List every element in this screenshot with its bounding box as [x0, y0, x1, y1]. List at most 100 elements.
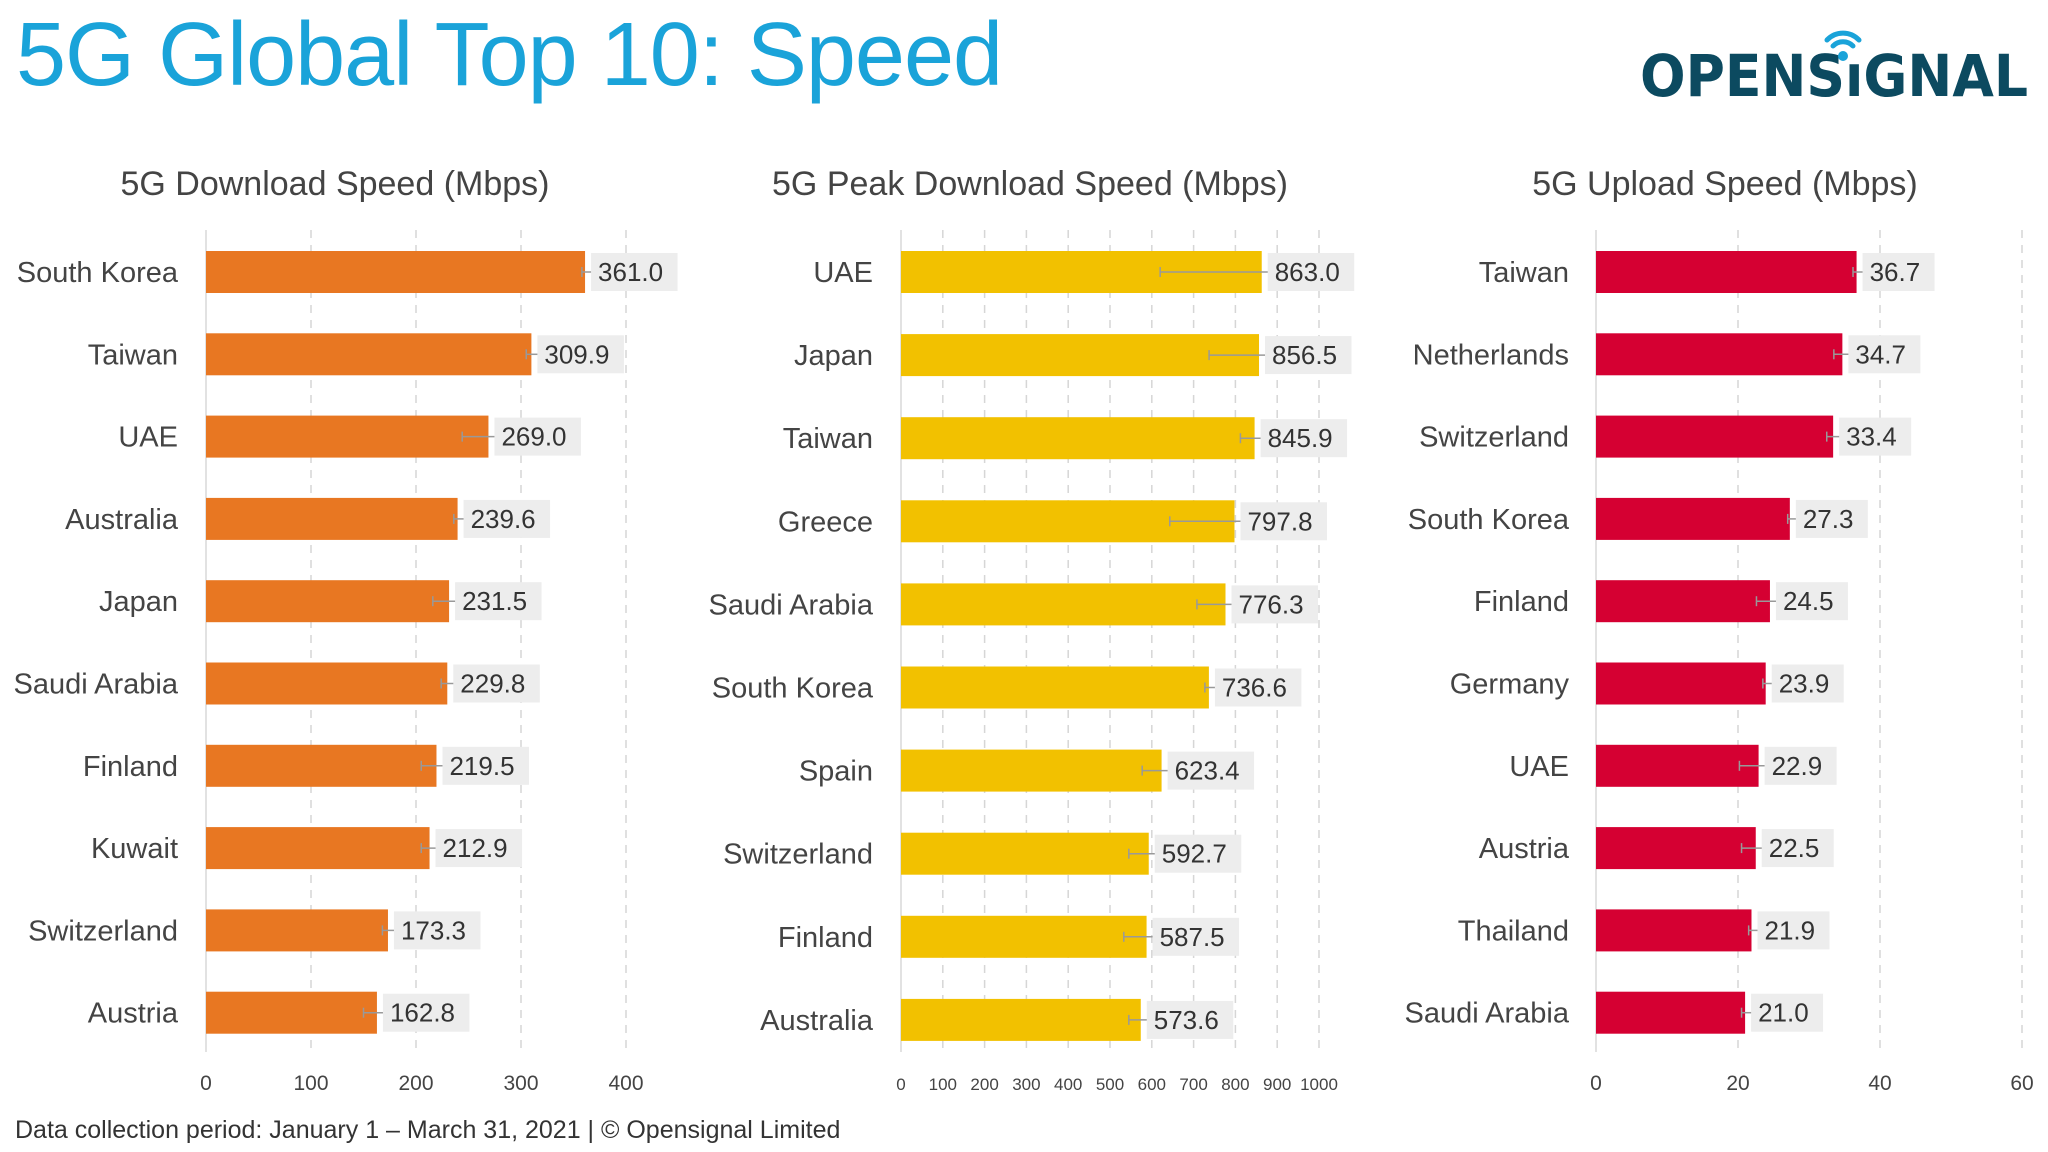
x-tick-label: 600 [1138, 1075, 1166, 1094]
category-label: Australia [760, 1005, 874, 1037]
value-label: 856.5 [1272, 340, 1337, 370]
x-tick-label: 1000 [1300, 1075, 1338, 1094]
value-label-bg [453, 664, 540, 703]
bar [901, 666, 1209, 709]
value-label-bg [494, 417, 581, 456]
chart-2: 5G Peak Download Speed (Mbps) 0 100 200 300 4… [709, 165, 1355, 1094]
x-tick-label: 100 [929, 1075, 957, 1094]
category-label: Japan [99, 586, 178, 618]
bar [206, 251, 586, 293]
bar [206, 580, 450, 623]
value-label: 239.6 [471, 504, 536, 534]
category-label: Taiwan [88, 339, 178, 371]
footer-note: Data collection period: January 1 – Marc… [15, 1116, 841, 1144]
value-label-bg [1265, 336, 1352, 375]
bar [901, 998, 1141, 1041]
value-label: 34.7 [1855, 339, 1906, 369]
category-label: Australia [65, 504, 179, 536]
value-label-bg [1757, 911, 1830, 950]
category-label: Greece [778, 506, 873, 538]
value-label: 21.9 [1764, 915, 1815, 945]
x-tick-label: 200 [970, 1075, 998, 1094]
value-label: 22.5 [1769, 833, 1820, 863]
chart-title: 5G Download Speed (Mbps) [120, 165, 549, 203]
value-label-bg [455, 582, 542, 621]
value-label: 361.0 [598, 257, 663, 287]
category-label: Kuwait [91, 833, 178, 865]
value-label-bg [1240, 502, 1327, 541]
x-tick-label: 800 [1221, 1075, 1249, 1094]
value-label: 229.8 [460, 669, 525, 699]
value-label-bg [1848, 335, 1921, 374]
value-label-bg [1764, 746, 1837, 785]
x-tick-label: 100 [293, 1072, 328, 1095]
x-tick-label: 20 [1726, 1072, 1749, 1095]
bar [1596, 497, 1790, 540]
value-label-bg [1775, 582, 1848, 621]
bar [1596, 333, 1843, 376]
bar [206, 909, 388, 952]
value-label-bg [1267, 253, 1355, 291]
category-label: Taiwan [1479, 257, 1569, 289]
value-label: 27.3 [1803, 504, 1854, 534]
category-label: South Korea [17, 257, 179, 289]
bar [1596, 251, 1857, 293]
bar [901, 334, 1260, 377]
value-label-bg [1146, 1000, 1234, 1039]
page-title: 5G Global Top 10: Speed [16, 5, 1003, 105]
bar [206, 662, 448, 705]
value-label: 22.9 [1772, 751, 1823, 781]
value-label-bg [1167, 751, 1255, 790]
category-label: Switzerland [1419, 422, 1569, 454]
signal-waves-icon [1824, 30, 1862, 49]
value-label: 309.9 [544, 339, 609, 369]
value-label-bg [1260, 419, 1348, 458]
value-label-bg [1862, 253, 1935, 291]
value-label-bg [1152, 917, 1240, 956]
x-tick-label: 900 [1263, 1075, 1291, 1094]
value-label-bg [1771, 664, 1844, 703]
value-label: 736.6 [1222, 673, 1287, 703]
bar [206, 991, 377, 1034]
bar [206, 497, 458, 540]
bar [206, 827, 430, 870]
value-label: 24.5 [1783, 586, 1834, 616]
value-label-bg [1839, 417, 1912, 456]
value-label: 863.0 [1275, 257, 1340, 287]
value-label-bg [1761, 829, 1834, 868]
x-tick-label: 0 [200, 1072, 212, 1095]
x-tick-label: 300 [1012, 1075, 1040, 1094]
bar [901, 417, 1255, 460]
bar [206, 744, 437, 787]
bar [206, 333, 532, 376]
category-label: UAE [1509, 751, 1569, 783]
category-label: Japan [794, 340, 873, 372]
signal-dot-icon [1838, 51, 1848, 61]
value-label-bg [463, 499, 551, 538]
bar [901, 583, 1226, 626]
chart-3: 5G Upload Speed (Mbps) 0 20 40 60 Taiwan 36.7 N… [1405, 165, 2034, 1095]
bar [901, 749, 1162, 792]
bar [1596, 744, 1759, 787]
bar [1596, 415, 1834, 458]
category-label: Saudi Arabia [14, 669, 179, 701]
value-label: 592.7 [1162, 839, 1227, 869]
value-label-bg [1795, 499, 1868, 538]
value-label: 587.5 [1160, 922, 1225, 952]
value-label-bg [1214, 668, 1302, 707]
value-label: 21.0 [1758, 998, 1809, 1028]
value-label: 23.9 [1779, 669, 1830, 699]
category-label: Taiwan [783, 423, 873, 455]
value-label: 231.5 [462, 586, 527, 616]
value-label: 173.3 [401, 915, 466, 945]
bar [1596, 991, 1746, 1034]
x-tick-label: 700 [1179, 1075, 1207, 1094]
value-label-bg [537, 335, 624, 374]
chart-title: 5G Upload Speed (Mbps) [1532, 165, 1918, 203]
value-label: 573.6 [1154, 1005, 1219, 1035]
value-label: 162.8 [390, 998, 455, 1028]
bar [901, 832, 1149, 875]
category-label: Netherlands [1413, 339, 1569, 371]
bar [901, 915, 1147, 958]
category-label: Finland [778, 922, 873, 954]
